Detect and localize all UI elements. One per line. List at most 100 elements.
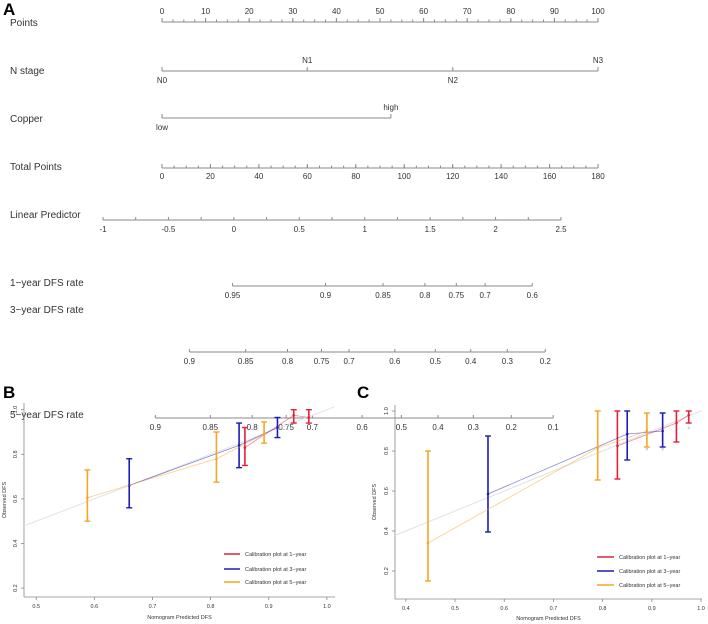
tick-label: 60 <box>303 172 312 181</box>
nomogram-axis-factor: Copper low high <box>10 103 398 132</box>
tick-label: 0.75 <box>449 291 465 300</box>
tick-label: 10 <box>201 7 210 16</box>
tick-label: 100 <box>398 172 412 181</box>
tick-label: 50 <box>376 7 385 16</box>
tick-label: 0.7 <box>480 291 492 300</box>
tick-label: 60 <box>419 7 428 16</box>
axis-label: Total Points <box>10 162 62 173</box>
tick-label: 2 <box>493 225 498 234</box>
level-label: N2 <box>448 76 459 85</box>
tick-label: 0.3 <box>502 357 514 366</box>
x-tick-label: 0.5 <box>32 604 40 610</box>
tick-label: 20 <box>206 172 215 181</box>
axis-label: Linear Predictor <box>10 210 81 221</box>
tick-label: 70 <box>463 7 472 16</box>
data-point <box>625 432 629 436</box>
data-point <box>237 444 241 447</box>
tick-label: 180 <box>591 172 605 181</box>
y-tick-label: 0.6 <box>384 487 390 495</box>
tick-label: 80 <box>506 7 515 16</box>
tick-label: 0.5 <box>430 357 442 366</box>
tick-label: 0.5 <box>396 423 408 432</box>
tick-label: 0.1 <box>548 423 560 432</box>
axis-label: 1−year DFS rate <box>10 278 84 289</box>
tick-label: -0.5 <box>162 225 176 234</box>
data-point <box>616 444 619 448</box>
panel-label-c: C <box>357 383 370 402</box>
tick-label: 1.5 <box>425 225 437 234</box>
y-tick-label: 0.2 <box>13 584 19 592</box>
y-axis-label: Observed DFS <box>372 483 378 520</box>
ideal-line <box>23 406 336 527</box>
x-tick-label: 0.8 <box>599 606 607 612</box>
tick-label: 0.85 <box>375 291 391 300</box>
tick-label: 160 <box>543 172 557 181</box>
tick-label: 0.6 <box>527 291 539 300</box>
tick-label: 0 <box>232 225 237 234</box>
tick-label: 80 <box>351 172 360 181</box>
x-tick-label: 0.6 <box>500 606 508 612</box>
tick-label: 0.3 <box>468 423 480 432</box>
tick-label: 0.9 <box>320 291 332 300</box>
data-point <box>243 446 247 449</box>
x-axis-label: Nomogram Predicted DFS <box>147 615 212 621</box>
axis-label: 5−year DFS rate <box>10 410 84 421</box>
x-tick-label: 1.0 <box>323 604 331 610</box>
tick-label: 0 <box>160 7 165 16</box>
panel-label-a: A <box>3 0 16 19</box>
x-tick-label: 0.8 <box>207 604 215 610</box>
x-tick-label: 0.5 <box>451 606 459 612</box>
calibration-plot-c: 0.4 0.5 0.6 0.7 0.8 0.9 1.0 0.2 0.4 0.6 0.8 1.0 Nomo… <box>372 405 705 622</box>
nomogram-axis-rate: 5−year DFS rate 0.9 0.85 0.8 0.75 0.7 0.6 0.5 0.… <box>10 410 559 432</box>
axis-label: 3−year DFS rate <box>10 305 84 316</box>
data-point <box>687 413 691 417</box>
data-point <box>596 446 599 450</box>
y-tick-label: 0.8 <box>13 450 19 458</box>
y-tick-label: 0.2 <box>384 567 390 575</box>
series-5-year <box>84 421 268 522</box>
level-label: high <box>383 103 398 112</box>
tick-label: 0.8 <box>282 357 294 366</box>
legend-label: Calibration plot at 5−year <box>619 583 680 589</box>
tick-label: 0.75 <box>314 357 330 366</box>
tick-label: 0.4 <box>465 357 477 366</box>
tick-label: 0.7 <box>343 357 355 366</box>
data-point <box>86 496 89 500</box>
tick-label: 0.9 <box>150 423 162 432</box>
tick-label: 1 <box>362 225 367 234</box>
series-1-year <box>614 410 692 480</box>
data-point <box>486 492 490 496</box>
data-point <box>292 413 296 417</box>
tick-label: 0.2 <box>540 357 552 366</box>
ideal-line <box>394 410 703 536</box>
data-point <box>262 432 266 436</box>
series-5-year <box>424 410 650 582</box>
series-3-year <box>484 410 666 533</box>
x-tick-label: 0.7 <box>149 604 157 610</box>
y-axis-label: Observed DFS <box>2 481 8 518</box>
nomogram-axis-total: Total Points 0 20 40 60 80 100 120 140 160 180 <box>10 162 605 181</box>
x-tick-label: 0.7 <box>550 606 558 612</box>
y-tick-label: 0.8 <box>384 447 390 455</box>
tick-label: 2.5 <box>555 225 567 234</box>
y-tick-label: 1.0 <box>13 406 19 414</box>
tick-label: 0.2 <box>506 423 518 432</box>
tick-label: 20 <box>245 7 254 16</box>
x-tick-label: 0.9 <box>648 606 656 612</box>
data-point <box>675 421 678 425</box>
x-tick-label: 1.0 <box>697 606 705 612</box>
tick-label: 30 <box>288 7 297 16</box>
tick-label: 100 <box>591 7 605 16</box>
x-tick-label: 0.6 <box>91 604 99 610</box>
axis-label: Points <box>10 18 38 29</box>
y-tick-label: 1.0 <box>384 407 390 415</box>
tick-label: 40 <box>332 7 341 16</box>
legend-label: Calibration plot at 1−year <box>245 552 306 558</box>
tick-label: 0.8 <box>247 423 259 432</box>
y-tick-label: 0.6 <box>13 495 19 503</box>
nomogram-axis-points: Points 0 10 20 30 40 50 60 70 80 90 100 <box>10 7 605 29</box>
corrected-mark: × <box>661 447 664 453</box>
data-point <box>661 429 664 433</box>
